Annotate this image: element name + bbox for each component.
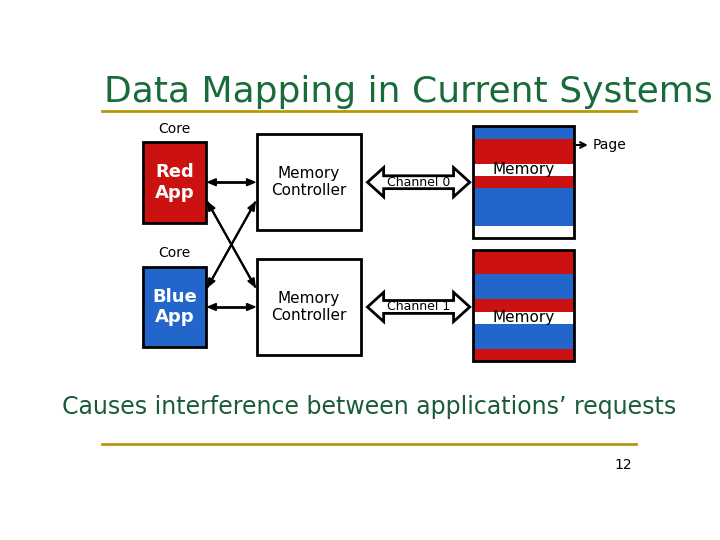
Text: Memory
Controller: Memory Controller [271, 166, 346, 198]
Text: Memory
Controller: Memory Controller [271, 291, 346, 323]
Polygon shape [248, 278, 255, 287]
Text: Page: Page [593, 138, 626, 152]
Text: Core: Core [158, 246, 191, 260]
Bar [473, 176, 574, 188]
Polygon shape [208, 303, 216, 310]
Bar [473, 249, 574, 361]
Bar [143, 142, 206, 222]
Bar [473, 349, 574, 361]
Bar [473, 226, 574, 238]
Text: Channel 0: Channel 0 [387, 176, 450, 188]
Bar [473, 188, 574, 201]
Text: Red
App: Red App [155, 163, 194, 201]
Text: Data Mapping in Current Systems: Data Mapping in Current Systems [104, 75, 713, 109]
Bar [473, 336, 574, 349]
Text: Causes interference between applications’ requests: Causes interference between applications… [62, 395, 676, 420]
Text: 12: 12 [615, 458, 632, 472]
Bar [473, 126, 574, 238]
Bar [473, 324, 574, 336]
Bar [473, 274, 574, 287]
Bar [473, 312, 574, 324]
Bar [473, 164, 574, 176]
Bar [473, 126, 574, 139]
Bar [143, 267, 206, 347]
Bar [473, 139, 574, 151]
Bar [256, 134, 361, 231]
Bar [473, 287, 574, 299]
Polygon shape [208, 179, 216, 186]
Text: Channel 1: Channel 1 [387, 300, 450, 313]
Bar [473, 201, 574, 213]
Text: Memory: Memory [492, 310, 554, 325]
Polygon shape [246, 179, 255, 186]
Polygon shape [208, 278, 215, 287]
Polygon shape [246, 303, 255, 310]
Polygon shape [367, 167, 469, 197]
Polygon shape [208, 202, 215, 212]
Bar [473, 213, 574, 226]
Text: Core: Core [158, 122, 191, 136]
Bar [473, 151, 574, 164]
Text: Memory: Memory [492, 163, 554, 177]
Bar [256, 259, 361, 355]
Bar [473, 249, 574, 262]
Bar [473, 262, 574, 274]
Polygon shape [248, 202, 255, 212]
Polygon shape [367, 292, 469, 322]
Bar [473, 299, 574, 312]
Text: Blue
App: Blue App [152, 288, 197, 326]
